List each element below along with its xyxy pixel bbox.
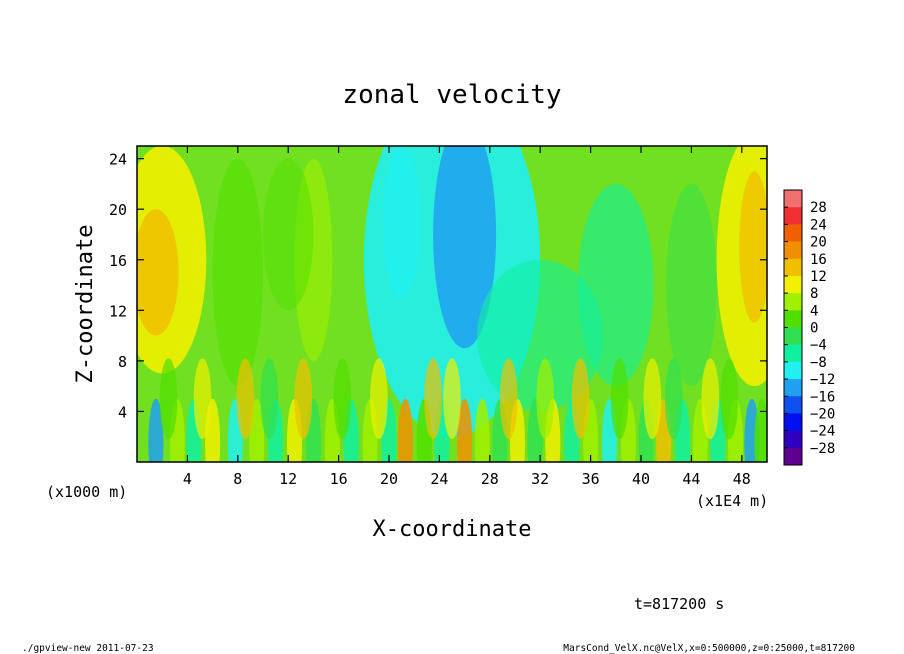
heatmap-field bbox=[137, 146, 767, 462]
y-unit-note: (x1000 m) bbox=[46, 483, 127, 501]
field-blob bbox=[474, 398, 490, 462]
field-blob bbox=[720, 358, 739, 440]
chart-title: zonal velocity bbox=[342, 80, 561, 110]
plot-frame bbox=[136, 145, 768, 463]
colorbar-label: −8 bbox=[810, 355, 827, 371]
field-blob bbox=[294, 358, 313, 440]
field-blob bbox=[137, 209, 179, 336]
colorbar-segment bbox=[784, 379, 802, 397]
field-blob bbox=[424, 358, 442, 440]
field-blob bbox=[148, 398, 164, 462]
field-blob bbox=[664, 358, 683, 440]
y-tick-label: 20 bbox=[109, 201, 127, 219]
field-blob bbox=[666, 183, 717, 387]
field-blob bbox=[739, 171, 767, 323]
field-blob bbox=[397, 398, 413, 462]
x-tick-label: 32 bbox=[531, 470, 549, 488]
colorbar-label: 12 bbox=[810, 269, 827, 285]
field-blob bbox=[263, 158, 314, 311]
colorbar-label: −20 bbox=[810, 406, 835, 422]
x-axis-label: X-coordinate bbox=[373, 517, 532, 542]
field-blob bbox=[499, 358, 518, 440]
x-tick-label: 8 bbox=[233, 470, 242, 488]
footer-left: ./gpview-new 2011-07-23 bbox=[22, 643, 154, 654]
colorbar-segment bbox=[784, 275, 802, 294]
y-tick-label: 8 bbox=[118, 353, 127, 371]
colorbar-label: −12 bbox=[810, 372, 835, 388]
colorbar-segment bbox=[784, 241, 802, 260]
x-tick-label: 44 bbox=[682, 470, 700, 488]
field-blob bbox=[260, 358, 279, 440]
field-blob bbox=[643, 358, 662, 440]
field-blob bbox=[370, 358, 388, 440]
colorbar-segment bbox=[784, 190, 802, 208]
colorbar-label: −4 bbox=[810, 338, 827, 354]
colorbar-label: −28 bbox=[810, 441, 835, 457]
colorbar-segment bbox=[784, 293, 802, 311]
field-blob bbox=[159, 358, 178, 440]
x-tick-label: 36 bbox=[582, 470, 600, 488]
y-axis-label: Z-coordinate bbox=[73, 225, 98, 384]
y-tick-label: 12 bbox=[109, 302, 127, 320]
field-blob bbox=[536, 358, 555, 440]
colorbar-label: −24 bbox=[810, 424, 835, 440]
colorbar-segment bbox=[784, 327, 802, 345]
x-tick-label: 16 bbox=[330, 470, 348, 488]
colorbar-label: 0 bbox=[810, 321, 818, 337]
field-blob bbox=[333, 358, 352, 440]
field-blob bbox=[457, 398, 473, 462]
y-tick-label: 24 bbox=[109, 151, 127, 169]
colorbar-label: 4 bbox=[810, 303, 818, 319]
field-blob bbox=[212, 158, 263, 387]
field-blob bbox=[701, 358, 720, 440]
colorbar-segment bbox=[784, 258, 802, 277]
x-tick-label: 20 bbox=[380, 470, 398, 488]
colorbar-segment bbox=[784, 413, 802, 431]
colorbar-segment bbox=[784, 310, 802, 328]
colorbar-segment bbox=[784, 207, 802, 225]
colorbar-segment bbox=[784, 430, 802, 449]
field-blob bbox=[754, 398, 767, 462]
colorbar-segment bbox=[784, 447, 802, 466]
colorbar-segment bbox=[784, 344, 802, 363]
field-blob bbox=[193, 358, 212, 440]
colorbar-segment bbox=[784, 396, 802, 414]
colorbar-label: 24 bbox=[810, 217, 827, 233]
field-blob bbox=[382, 146, 421, 298]
y-tick-label: 4 bbox=[118, 403, 127, 421]
y-axis-ticks: 4 8 12 16 20 24 bbox=[109, 151, 767, 421]
x-tick-label: 24 bbox=[430, 470, 448, 488]
field-blob bbox=[236, 358, 255, 440]
time-label: t=817200 s bbox=[634, 595, 724, 613]
x-unit-note: (x1E4 m) bbox=[696, 492, 768, 510]
x-axis-ticks: 4 8 12 16 20 24 28 32 36 40 44 48 bbox=[183, 146, 751, 488]
colorbar-segment bbox=[784, 361, 802, 380]
x-tick-label: 48 bbox=[733, 470, 751, 488]
colorbar-label: 28 bbox=[810, 200, 827, 216]
x-tick-label: 28 bbox=[481, 470, 499, 488]
x-tick-label: 40 bbox=[632, 470, 650, 488]
colorbar-label: −16 bbox=[810, 389, 835, 405]
colorbar-label: 20 bbox=[810, 235, 827, 251]
footer-right: MarsCond_VelX.nc@VelX,x=0:500000,z=0:250… bbox=[563, 643, 855, 654]
field-blob bbox=[433, 146, 497, 349]
colorbar-label: 16 bbox=[810, 252, 827, 268]
y-tick-label: 16 bbox=[109, 252, 127, 270]
x-tick-label: 4 bbox=[183, 470, 192, 488]
colorbar-segment bbox=[784, 224, 802, 242]
colorbar-label: 8 bbox=[810, 286, 818, 302]
field-blob bbox=[571, 358, 590, 440]
field-blob bbox=[443, 358, 461, 440]
x-tick-label: 12 bbox=[279, 470, 297, 488]
field-blob bbox=[610, 358, 629, 440]
